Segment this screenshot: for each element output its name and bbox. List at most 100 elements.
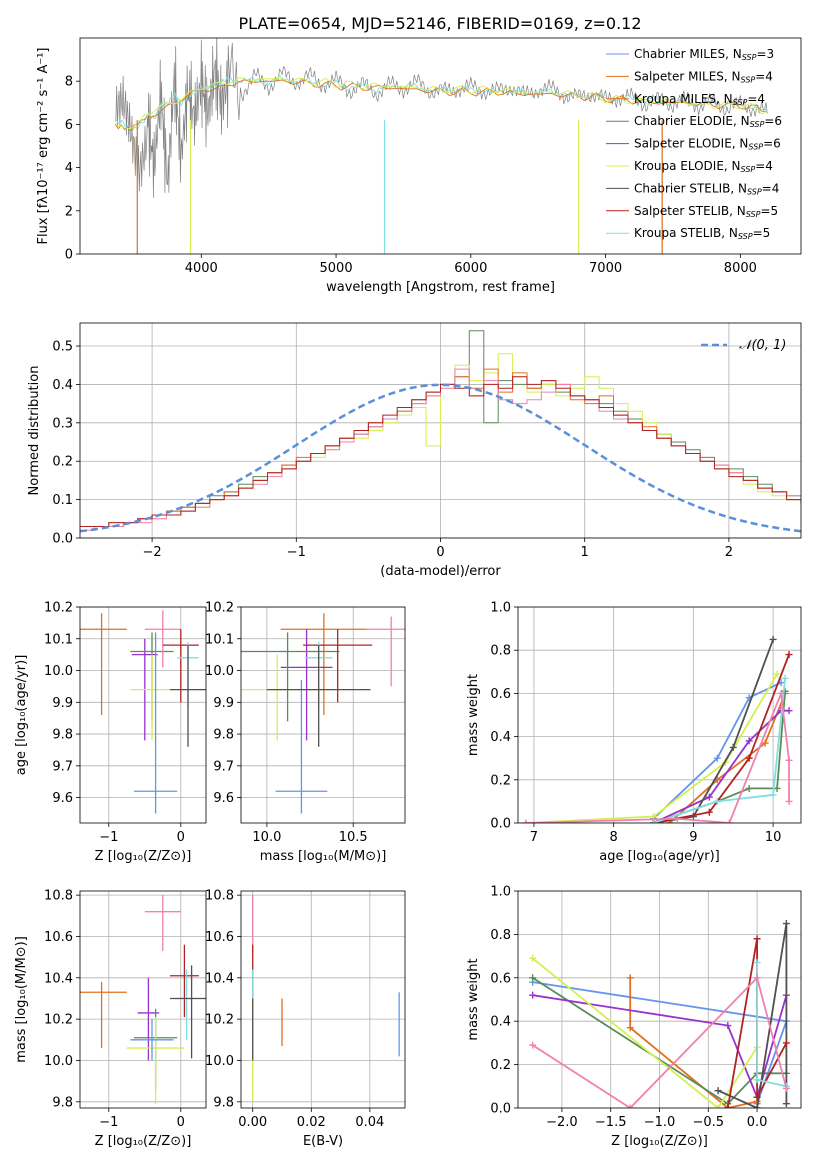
x-tick-label: 10.5 bbox=[339, 830, 368, 845]
x-tick-label: −1 bbox=[99, 830, 118, 845]
x-axis-label: wavelength [Angstrom, rest frame] bbox=[326, 280, 555, 295]
y-tick-label: 0.3 bbox=[52, 416, 73, 431]
x-axis-label: Z [log₁₀(Z/Z⊙)] bbox=[95, 1134, 192, 1149]
x-tick-label: 2 bbox=[725, 545, 733, 560]
legend-suffix: =5 bbox=[753, 226, 771, 240]
y-tick-label: 9.7 bbox=[213, 759, 234, 774]
histogram-series bbox=[80, 330, 801, 527]
legend-entry: Chabrier MILES, NSSP=3 bbox=[634, 47, 774, 62]
legend-entry: Salpeter ELODIE, NSSP=6 bbox=[634, 137, 781, 152]
y-tick-label: 9.7 bbox=[52, 759, 73, 774]
mass-weight-line bbox=[532, 976, 788, 1108]
x-tick-label: −1 bbox=[287, 545, 306, 560]
mass-weight-marker bbox=[522, 819, 530, 823]
mass-weight-marker bbox=[745, 784, 753, 792]
mass-weight-marker bbox=[777, 689, 785, 697]
axes-frame bbox=[240, 890, 406, 1109]
mass-weight-marker bbox=[753, 1093, 761, 1101]
legend-text: Salpeter ELODIE, N bbox=[634, 137, 748, 151]
mass-weight-marker bbox=[626, 1104, 634, 1108]
mass-weight-marker bbox=[785, 707, 793, 715]
y-axis-label: Normed distribution bbox=[27, 366, 42, 496]
plot-area bbox=[518, 891, 801, 1108]
panel-mass_vs_Z: −1 0 9.8 10.0 10.2 10.4 10.6 10.8 Z [log₁₀(Z/Z⊙)… bbox=[14, 889, 207, 1149]
y-tick-label: 9.9 bbox=[52, 696, 73, 711]
y-tick-label: 0.2 bbox=[490, 1058, 511, 1073]
panel-mass_vs_ebv: 0.00 0.02 0.04 9.8 10.0 10.2 10.4 10.6 10.8 E(B-V… bbox=[205, 889, 406, 1149]
mass-weight-line bbox=[532, 994, 788, 1100]
mass-weight-line bbox=[653, 678, 786, 823]
y-axis-label: mass weight bbox=[466, 674, 481, 756]
mass-weight-marker bbox=[769, 635, 777, 643]
mass-weight-line bbox=[525, 693, 790, 823]
y-tick-label: 10.8 bbox=[205, 889, 234, 904]
x-tick-label: 0 bbox=[177, 830, 185, 845]
legend-text: Chabrier STELIB, N bbox=[634, 181, 747, 195]
mass-weight-marker bbox=[782, 1084, 790, 1092]
y-tick-label: 10.4 bbox=[205, 971, 234, 986]
mass-weight-marker bbox=[626, 974, 634, 982]
mass-weight-marker bbox=[714, 1104, 722, 1108]
y-tick-label: 0.0 bbox=[52, 532, 73, 547]
mass-weight-marker bbox=[782, 920, 790, 928]
legend-subscript: SSP bbox=[746, 210, 761, 219]
legend-subscript: SSP bbox=[733, 98, 748, 107]
mass-weight-marker bbox=[673, 815, 681, 823]
mass-weight-marker bbox=[761, 739, 769, 747]
legend-text: Kroupa ELODIE, N bbox=[634, 159, 741, 173]
mass-weight-line bbox=[532, 977, 787, 1105]
mass-weight-marker bbox=[713, 797, 721, 805]
legend-text: Chabrier MILES, N bbox=[634, 47, 742, 61]
mass-weight-marker bbox=[650, 819, 658, 823]
x-axis-label: age [log₁₀(age/yr)] bbox=[599, 849, 720, 864]
x-tick-label: 4000 bbox=[185, 261, 218, 276]
mass-weight-marker bbox=[745, 737, 753, 745]
mass-weight-marker bbox=[753, 959, 761, 967]
mass-weight-marker bbox=[714, 1087, 722, 1095]
mass-weight-marker bbox=[785, 797, 793, 805]
legend-suffix: =6 bbox=[763, 137, 781, 151]
x-tick-label: 10.0 bbox=[252, 830, 281, 845]
mass-weight-marker bbox=[753, 974, 761, 982]
y-tick-label: 10.2 bbox=[205, 1013, 234, 1028]
legend-entry: Chabrier ELODIE, NSSP=6 bbox=[634, 114, 782, 129]
y-tick-label: 9.6 bbox=[213, 791, 234, 806]
legend-text: Chabrier ELODIE, N bbox=[634, 114, 750, 128]
y-tick-label: 9.8 bbox=[213, 728, 234, 743]
y-tick-label: 10.6 bbox=[44, 930, 73, 945]
x-axis-label: Z [log₁₀(Z/Z⊙)] bbox=[95, 849, 192, 864]
legend-suffix: =4 bbox=[755, 159, 773, 173]
mass-weight-marker bbox=[769, 791, 777, 799]
y-tick-label: 10.2 bbox=[44, 601, 73, 616]
legend-entry: Kroupa ELODIE, NSSP=4 bbox=[634, 159, 773, 174]
mass-weight-line bbox=[525, 673, 778, 823]
x-tick-label: 8 bbox=[610, 830, 618, 845]
y-tick-label: 9.9 bbox=[213, 696, 234, 711]
y-tick-label: 10.2 bbox=[44, 1013, 73, 1028]
legend-subscript: SSP bbox=[750, 120, 765, 129]
spectrum-series-line bbox=[114, 74, 768, 135]
y-tick-label: 10.0 bbox=[44, 664, 73, 679]
mass-weight-marker bbox=[781, 674, 789, 682]
y-tick-label: 9.8 bbox=[52, 728, 73, 743]
x-tick-label: 1 bbox=[581, 545, 589, 560]
legend-suffix: =4 bbox=[762, 181, 780, 195]
mass-weight-marker bbox=[785, 651, 793, 659]
legend-suffix: =3 bbox=[756, 47, 774, 61]
y-tick-label: 1.0 bbox=[490, 885, 511, 900]
x-tick-label: −1 bbox=[99, 1115, 118, 1130]
x-axis-label: mass [log₁₀(M/M⊙)] bbox=[260, 849, 387, 864]
y-tick-label: 9.6 bbox=[52, 791, 73, 806]
y-tick-label: 4 bbox=[65, 161, 73, 176]
y-tick-label: 10.8 bbox=[44, 889, 73, 904]
legend-entry: Chabrier STELIB, NSSP=4 bbox=[634, 181, 779, 196]
x-axis-label: Z [log₁₀(Z/Z⊙)] bbox=[611, 1134, 708, 1149]
spectrum-series-line bbox=[114, 38, 768, 198]
mass-weight-marker bbox=[753, 1076, 761, 1084]
mass-weight-marker bbox=[785, 756, 793, 764]
legend-subscript: SSP bbox=[742, 53, 757, 62]
x-tick-label: 0 bbox=[177, 1115, 185, 1130]
y-tick-label: 0.0 bbox=[490, 817, 511, 832]
mass-weight-marker bbox=[724, 1104, 732, 1108]
